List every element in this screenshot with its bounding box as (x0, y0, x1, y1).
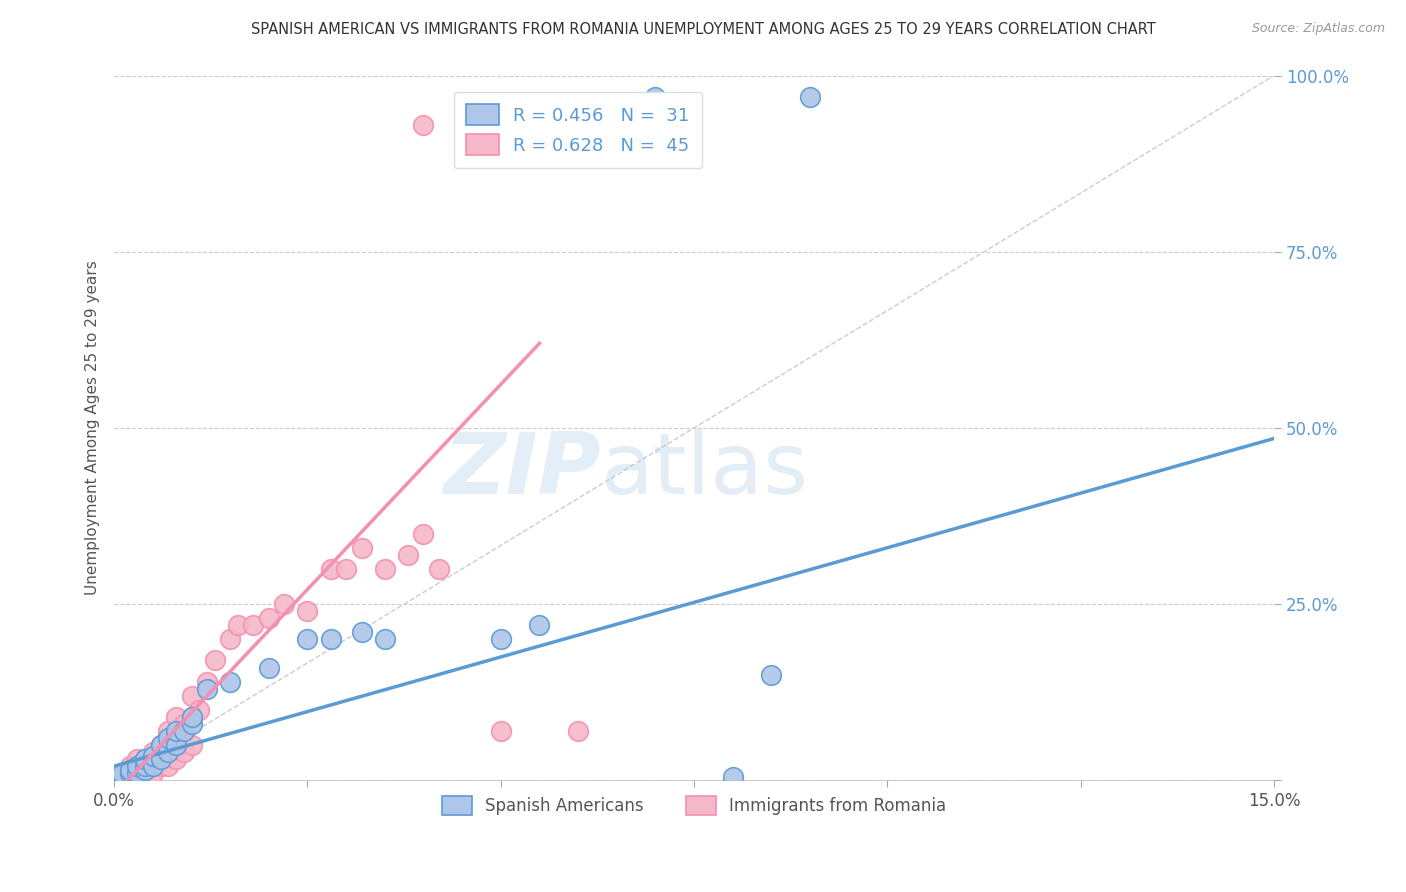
Point (180, 710, 202, 724)
Point (157, 731, 180, 745)
Point (335, 562, 357, 576)
Point (118, 763, 141, 777)
Point (204, 653, 226, 667)
Point (242, 618, 264, 632)
Point (319, 632, 342, 647)
Text: atlas: atlas (602, 429, 810, 512)
Point (180, 738, 202, 752)
Point (350, 625, 373, 640)
Point (165, 738, 187, 752)
Point (297, 604, 319, 618)
Point (111, 770, 134, 784)
Point (350, 541, 373, 555)
Point (142, 759, 165, 773)
Point (257, 660, 280, 674)
Point (165, 710, 187, 724)
Point (149, 752, 172, 766)
Point (219, 674, 242, 689)
Point (134, 763, 156, 777)
Point (427, 562, 450, 576)
Point (257, 611, 280, 625)
Point (127, 766, 149, 780)
Point (127, 759, 149, 773)
Text: ZIP: ZIP (444, 429, 602, 512)
Point (173, 745, 195, 759)
Point (165, 723, 187, 738)
Point (149, 738, 172, 752)
Point (165, 731, 187, 745)
Point (644, 89, 666, 103)
Point (721, 770, 744, 784)
Point (157, 745, 180, 759)
Point (142, 766, 165, 780)
Point (127, 752, 149, 766)
Point (412, 118, 434, 132)
Point (134, 766, 156, 780)
Point (761, 667, 783, 681)
Point (567, 723, 589, 738)
Point (165, 752, 187, 766)
Point (157, 759, 180, 773)
Point (489, 723, 512, 738)
Point (134, 759, 156, 773)
Point (273, 597, 295, 611)
Point (134, 752, 156, 766)
Point (226, 618, 249, 632)
Point (149, 759, 172, 773)
Point (118, 759, 141, 773)
Point (142, 759, 165, 773)
Point (188, 703, 211, 717)
Point (173, 717, 195, 731)
Point (396, 548, 419, 562)
Legend: Spanish Americans, Immigrants from Romania: Spanish Americans, Immigrants from Roman… (432, 786, 956, 825)
Point (142, 745, 165, 759)
Point (118, 766, 141, 780)
Point (157, 723, 180, 738)
Point (489, 632, 512, 647)
Point (127, 766, 149, 780)
Point (111, 766, 134, 780)
Point (134, 752, 156, 766)
Text: SPANISH AMERICAN VS IMMIGRANTS FROM ROMANIA UNEMPLOYMENT AMONG AGES 25 TO 29 YEA: SPANISH AMERICAN VS IMMIGRANTS FROM ROMA… (250, 22, 1156, 37)
Point (297, 632, 319, 647)
Point (374, 632, 396, 647)
Point (412, 526, 434, 541)
Point (219, 632, 242, 647)
Point (529, 618, 551, 632)
Point (173, 723, 195, 738)
Point (180, 717, 202, 731)
Y-axis label: Unemployment Among Ages 25 to 29 years: Unemployment Among Ages 25 to 29 years (86, 260, 100, 595)
Point (799, 89, 821, 103)
Point (195, 681, 218, 696)
Point (195, 674, 218, 689)
Point (157, 745, 180, 759)
Point (111, 770, 134, 784)
Point (134, 759, 156, 773)
Point (319, 562, 342, 576)
Text: Source: ZipAtlas.com: Source: ZipAtlas.com (1251, 22, 1385, 36)
Point (127, 759, 149, 773)
Point (374, 562, 396, 576)
Point (149, 738, 172, 752)
Point (118, 766, 141, 780)
Point (180, 710, 202, 724)
Point (149, 752, 172, 766)
Point (111, 766, 134, 780)
Point (180, 689, 202, 703)
Point (142, 748, 165, 763)
